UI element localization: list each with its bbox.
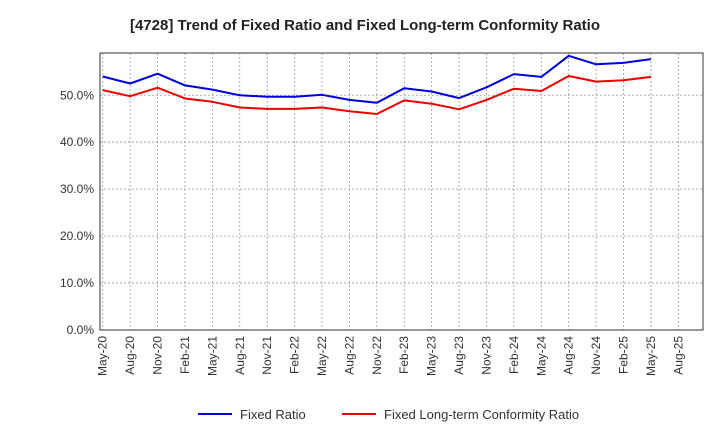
y-axis: 0.0% 10.0% 20.0% 30.0% 40.0% 50.0% (60, 88, 94, 337)
plot-area (99, 52, 704, 331)
x-tick-label: May-25 (644, 336, 658, 376)
x-tick-label: Aug-24 (562, 336, 576, 375)
x-tick-label: Nov-21 (260, 336, 274, 375)
grid (100, 53, 703, 331)
x-tick-label: Nov-22 (370, 336, 384, 375)
x-axis: May-20 Aug-20 Nov-20 Feb-21 May-21 Aug-21 Nov-… (96, 336, 686, 376)
x-tick-label: Aug-22 (342, 336, 356, 375)
x-tick-label: Nov-24 (589, 336, 603, 375)
x-tick-label: May-22 (315, 336, 329, 376)
x-tick-label: Aug-20 (123, 336, 137, 375)
x-tick-label: Feb-21 (178, 336, 192, 374)
x-tick-label: Aug-25 (671, 336, 685, 375)
x-tick-label: May-24 (534, 336, 548, 376)
x-tick-label: Nov-20 (151, 336, 165, 375)
x-tick-label: May-20 (96, 336, 110, 376)
legend-label-2: Fixed Long-term Conformity Ratio (384, 407, 579, 422)
x-tick-label: Aug-23 (452, 336, 466, 375)
x-tick-label: May-21 (205, 336, 219, 376)
x-tick-label: Nov-23 (479, 336, 493, 375)
series-line-2 (102, 75, 652, 115)
y-tick-label: 0.0% (67, 323, 95, 337)
y-tick-label: 10.0% (60, 276, 94, 290)
x-tick-label: Aug-21 (233, 336, 247, 375)
legend-label-1: Fixed Ratio (240, 407, 306, 422)
chart-title: [4728] Trend of Fixed Ratio and Fixed Lo… (130, 17, 600, 34)
y-tick-label: 30.0% (60, 182, 94, 196)
x-tick-label: Feb-22 (288, 336, 302, 374)
legend: Fixed Ratio Fixed Long-term Conformity Ra… (198, 407, 579, 422)
x-tick-label: May-23 (425, 336, 439, 376)
series-layer (102, 54, 652, 115)
series-line-1 (102, 54, 652, 104)
x-tick-label: Feb-23 (397, 336, 411, 374)
x-tick-label: Feb-25 (617, 336, 631, 374)
y-tick-label: 20.0% (60, 229, 94, 243)
x-tick-label: Feb-24 (507, 336, 521, 374)
y-tick-label: 40.0% (60, 135, 94, 149)
y-tick-label: 50.0% (60, 88, 94, 102)
